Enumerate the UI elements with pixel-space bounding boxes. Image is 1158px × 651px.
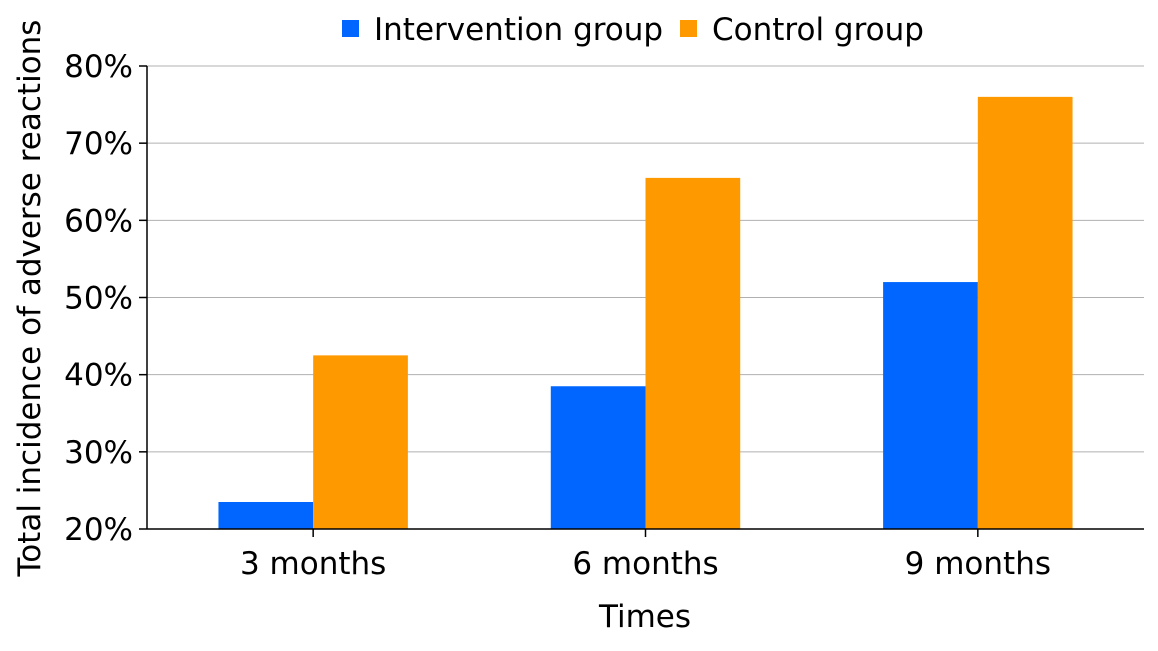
y-tick-label: 30% (64, 435, 133, 471)
y-tick-label: 60% (64, 203, 133, 239)
x-axis-title: Times (598, 599, 691, 635)
x-tick-label: 6 months (572, 546, 718, 582)
legend-label-intervention: Intervention group (374, 12, 663, 48)
y-tick-labels: 20% 30% 40% 50% 60% 70% 80% (64, 49, 147, 548)
bars (218, 96, 1073, 529)
legend-label-control: Control group (712, 12, 924, 48)
x-tick-label: 9 months (905, 546, 1051, 582)
bar-intervention-2 (550, 386, 646, 529)
x-tick-label: 3 months (240, 546, 386, 582)
y-axis-title: Total incidence of adverse reactions (12, 20, 48, 578)
bar-control-3 (977, 96, 1073, 529)
y-tick-label: 20% (64, 512, 133, 548)
x-tick-labels: 3 months 6 months 9 months (240, 529, 1051, 582)
legend-swatch-intervention (342, 20, 359, 37)
legend: Intervention group Control group (342, 12, 924, 48)
legend-swatch-control (680, 20, 697, 37)
y-tick-label: 80% (64, 49, 133, 85)
bar-control-1 (313, 355, 408, 529)
bar-intervention-3 (883, 282, 978, 529)
y-tick-label: 50% (64, 281, 133, 317)
bar-control-2 (645, 177, 741, 529)
y-tick-label: 40% (64, 358, 133, 394)
bar-intervention-1 (218, 501, 314, 529)
y-tick-label: 70% (64, 126, 133, 162)
